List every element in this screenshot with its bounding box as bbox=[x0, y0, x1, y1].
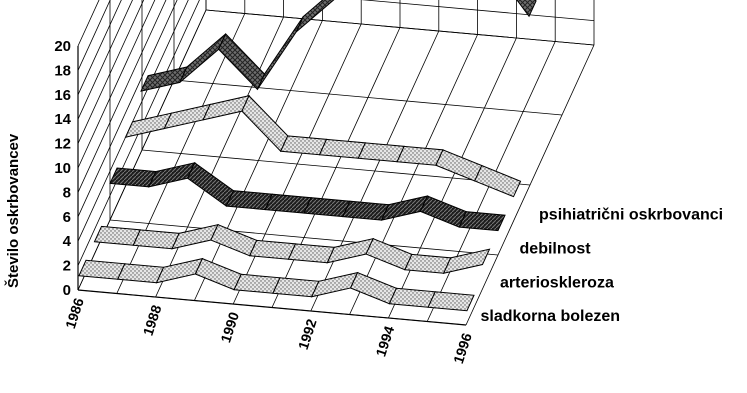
floor-grid-width bbox=[173, 79, 563, 116]
y-tick-label: 16 bbox=[54, 87, 71, 104]
series-segment bbox=[78, 259, 126, 280]
series-segment bbox=[380, 195, 429, 221]
series-segment bbox=[147, 162, 196, 188]
side-wall-hgrid bbox=[77, 0, 133, 120]
series-segment bbox=[256, 16, 304, 90]
series-segment bbox=[279, 135, 328, 156]
x-tick-label: 1996 bbox=[450, 331, 475, 366]
series-segment bbox=[303, 197, 351, 218]
series-segment bbox=[171, 223, 219, 250]
x-tick-label: 1988 bbox=[140, 303, 165, 338]
series-segment bbox=[241, 94, 289, 153]
series-segment bbox=[295, 0, 335, 33]
series-label: arterioskleroza bbox=[500, 274, 614, 291]
series-segment bbox=[388, 287, 436, 308]
y-tick-label: 0 bbox=[63, 282, 71, 299]
series-segment bbox=[124, 112, 173, 138]
series-segment bbox=[218, 33, 266, 91]
side-wall-hgrid bbox=[77, 0, 122, 95]
series-segment bbox=[225, 190, 273, 211]
grid bbox=[77, 0, 595, 326]
y-tick-label: 10 bbox=[54, 160, 71, 177]
series-segment bbox=[396, 145, 444, 166]
x-axis-line bbox=[77, 289, 467, 326]
series-segment bbox=[442, 248, 491, 274]
series-segment bbox=[109, 167, 157, 188]
series-segment bbox=[287, 243, 336, 264]
y-tick-label: 20 bbox=[54, 38, 71, 55]
series-segment bbox=[248, 239, 297, 260]
y-tick-label: 18 bbox=[54, 62, 71, 79]
y-tick-label: 6 bbox=[63, 209, 71, 226]
series-segment bbox=[186, 162, 235, 207]
y-tick-label: 8 bbox=[63, 184, 71, 201]
series-segment bbox=[365, 238, 413, 271]
series-segment bbox=[342, 200, 390, 221]
series-segment bbox=[163, 103, 212, 130]
series-segment bbox=[404, 253, 452, 274]
series-segment bbox=[264, 193, 312, 214]
axes: 0 2 4 6 8 10 12 14 16 18 20 1986 1988 1990 1992 1994 199… bbox=[54, 38, 723, 366]
series-segment bbox=[357, 142, 405, 163]
y-tick-label: 14 bbox=[54, 111, 71, 128]
series-segment bbox=[310, 271, 359, 298]
series-segment bbox=[194, 257, 242, 291]
series-label: debilnost bbox=[520, 240, 592, 257]
series-segment bbox=[272, 277, 320, 298]
series-segment bbox=[140, 66, 188, 92]
series-segment bbox=[202, 95, 250, 121]
x-tick-label: 1986 bbox=[62, 296, 87, 331]
y-tick-label: 2 bbox=[63, 258, 71, 275]
series-segment bbox=[233, 273, 281, 294]
series-segment bbox=[516, 0, 537, 18]
x-tick-label: 1992 bbox=[295, 317, 320, 352]
x-tick-label: 1990 bbox=[217, 310, 242, 345]
series-segment bbox=[155, 257, 204, 284]
y-tick-label: 12 bbox=[54, 136, 71, 153]
series-segment bbox=[318, 138, 367, 159]
series-segment bbox=[474, 164, 522, 198]
series-segment bbox=[435, 149, 483, 182]
series-segment bbox=[427, 291, 475, 312]
series-ribbons bbox=[78, 0, 537, 312]
x-tick-label: 1994 bbox=[372, 324, 397, 359]
floor-grid-width bbox=[205, 9, 595, 46]
series-segment bbox=[117, 263, 165, 284]
y-axis-label: Število oskrbovancev bbox=[4, 133, 22, 288]
series-label: sladkorna bolezen bbox=[480, 308, 620, 325]
series-segment bbox=[326, 237, 374, 264]
side-wall-hgrid bbox=[77, 0, 111, 71]
series-segment bbox=[458, 211, 506, 232]
series-segment bbox=[179, 33, 227, 83]
y-tick-label: 4 bbox=[63, 233, 72, 250]
series-label: psihiatrični oskrbovanci bbox=[539, 206, 723, 223]
floor-grid-width bbox=[109, 219, 499, 256]
series-segment bbox=[349, 271, 398, 305]
series-segment bbox=[132, 229, 180, 250]
series-segment bbox=[210, 224, 258, 257]
series-segment bbox=[93, 225, 142, 246]
floor-grid-width bbox=[141, 149, 531, 186]
series-segment bbox=[419, 195, 467, 228]
